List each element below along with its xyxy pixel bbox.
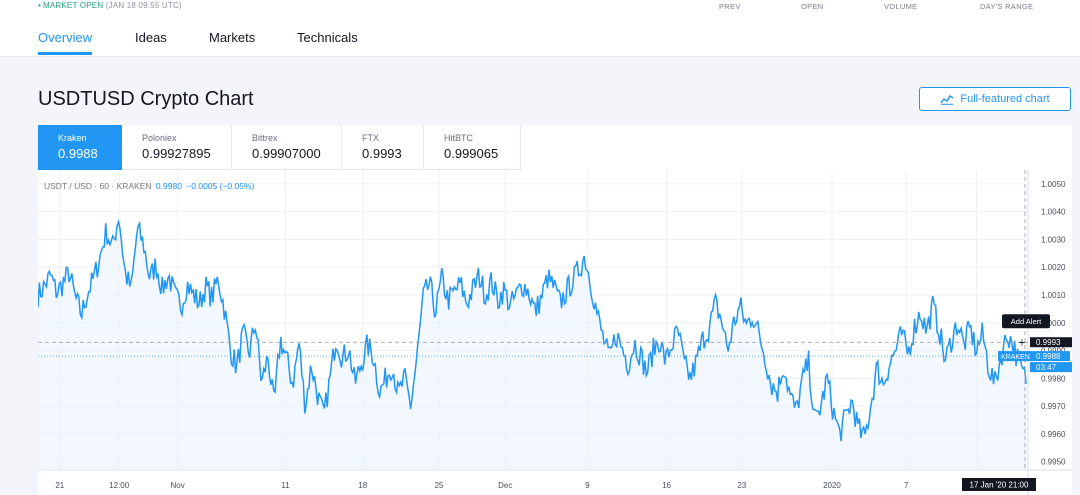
time-label: 17 Jan '20 21:00 [970, 481, 1029, 490]
exchange-price: 0.9988 [58, 146, 98, 161]
x-tick-label: 7 [904, 481, 909, 490]
exchange-tab-poloniex[interactable]: Poloniex 0.99927895 [122, 125, 232, 170]
add-alert-button[interactable] [1002, 314, 1050, 329]
stat-prev-label: PREV [719, 2, 741, 11]
exchange-name: Bittrex [252, 133, 278, 143]
crosshair-price-label: 0.9993 [1036, 338, 1061, 347]
x-tick-label: 25 [434, 481, 443, 490]
exchange-name: Poloniex [142, 133, 177, 143]
y-tick-label: 1.0010 [1041, 291, 1066, 300]
x-tick-label: 21 [55, 481, 64, 490]
stat-days-range-label: DAY'S RANGE [980, 2, 1034, 11]
market-status: • MARKET OPEN (JAN 18 09:55 UTC) [38, 1, 182, 10]
tab-markets[interactable]: Markets [209, 30, 256, 45]
exchange-tab-ftx[interactable]: FTX 0.9993 [342, 125, 424, 170]
tab-technicals[interactable]: Technicals [297, 30, 358, 45]
y-tick-label: 1.0000 [1041, 319, 1066, 328]
stat-open-label: OPEN [801, 2, 824, 11]
x-tick-label: Nov [170, 481, 184, 490]
x-tick-label: 2020 [823, 481, 841, 490]
page-title: USDTUSD Crypto Chart [38, 88, 254, 110]
x-tick-label: 16 [662, 481, 671, 490]
tab-ideas[interactable]: Ideas [135, 30, 167, 45]
x-tick-label: 12:00 [109, 481, 130, 490]
y-tick-label: 0.9960 [1041, 430, 1066, 439]
exchange-name: HitBTC [444, 133, 473, 143]
full-featured-chart-label: Full-featured chart [960, 93, 1050, 105]
market-status-state: MARKET OPEN [43, 1, 104, 10]
chart-legend: USDT / USD · 60 · KRAKEN 0.9980 −0.0005 … [44, 181, 254, 191]
exchange-price: 0.99907000 [252, 146, 321, 161]
exchange-tab-bittrex[interactable]: Bittrex 0.99907000 [232, 125, 342, 170]
tab-overview[interactable]: Overview [38, 30, 93, 55]
time-label-bg [962, 478, 1036, 491]
plus-icon[interactable]: + [1018, 338, 1026, 349]
market-status-time: (JAN 18 09:55 UTC) [105, 1, 182, 10]
full-featured-chart-button[interactable]: Full-featured chart [919, 87, 1071, 111]
x-tick-label: 18 [358, 481, 367, 490]
x-tick-label: Dec [498, 481, 512, 490]
y-tick-label: 1.0020 [1041, 263, 1066, 272]
y-tick-label: 1.0040 [1041, 208, 1066, 217]
exchange-price: 0.99927895 [142, 146, 211, 161]
exchange-price: 0.999065 [444, 146, 499, 161]
y-tick-label: 0.9970 [1041, 402, 1066, 411]
exchange-tab-kraken[interactable]: Kraken 0.9988 [38, 125, 122, 170]
price-series-line [38, 218, 1027, 442]
crosshair-price-label-bg [1030, 337, 1072, 348]
legend-change: −0.0005 (−0.05%) [186, 181, 255, 191]
price-area-fill [38, 221, 1026, 470]
y-tick-label: 0.9980 [1041, 374, 1066, 383]
exchange-price: 0.9993 [362, 146, 402, 161]
y-tick-label: 1.0050 [1041, 180, 1066, 189]
legend-symbol: USDT / USD · 60 · KRAKEN [44, 181, 152, 191]
chart-line-icon [940, 94, 954, 105]
x-tick-label: 9 [585, 481, 590, 490]
legend-value: 0.9980 [155, 181, 182, 191]
exchange-name: Kraken [58, 133, 87, 143]
y-tick-label: 1.0030 [1041, 235, 1066, 244]
price-chart[interactable]: 1.0050 1.0040 1.0030 1.0020 1.0010 1.0000 0.99… [38, 170, 1072, 495]
stat-volume-label: VOLUME [884, 2, 918, 11]
chart-card: Kraken 0.9988 Poloniex 0.99927895 Bittre… [38, 125, 1072, 495]
x-tick-label: 23 [737, 481, 746, 490]
last-price-value-label: 0.9988 [1036, 352, 1061, 361]
top-bar: • MARKET OPEN (JAN 18 09:55 UTC) PREV OPE… [0, 0, 1080, 57]
countdown-label-bg [1030, 362, 1072, 373]
y-tick-label: 0.9950 [1041, 458, 1066, 467]
exchange-tab-hitbtc[interactable]: HitBTC 0.999065 [424, 125, 521, 170]
x-tick-label: 11 [281, 481, 290, 490]
add-alert-label: Add Alert [1011, 317, 1042, 326]
market-status-dot: • [38, 1, 42, 10]
y-tick-label: 0.9990 [1041, 347, 1066, 356]
countdown-label: 03:47 [1036, 363, 1057, 372]
main-content: USDTUSD Crypto Chart Full-featured chart… [0, 57, 1080, 495]
last-price-exchange-label: KRAKEN [1001, 354, 1030, 361]
exchange-name: FTX [362, 133, 379, 143]
last-price-label-bg [998, 351, 1070, 362]
